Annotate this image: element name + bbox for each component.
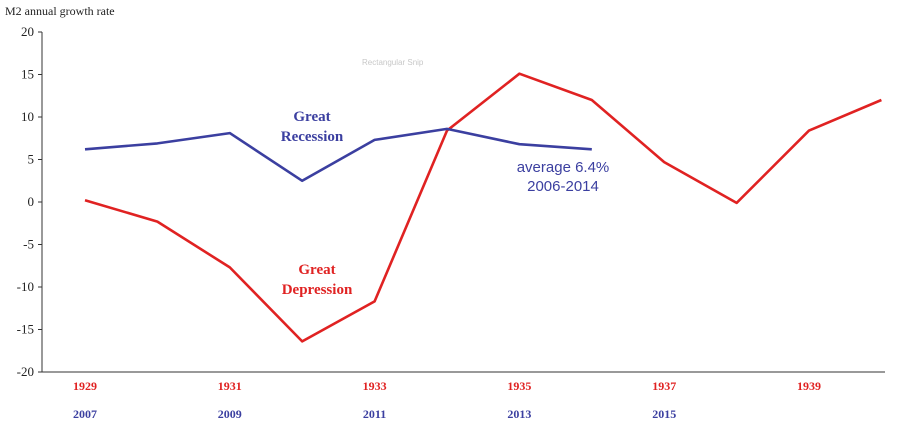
- series-lines: [84, 72, 882, 343]
- y-tick-label: 0: [28, 194, 35, 209]
- x-tick-label-depression: 1931: [218, 379, 242, 393]
- x-tick-label-recession: 2007: [73, 407, 97, 421]
- x-tick-label-recession: 2011: [363, 407, 386, 421]
- great-depression-label-text: Great Depression: [281, 262, 353, 298]
- y-tick-labels: 20 15 10 5 0 -5 -10 -15 -20: [17, 24, 34, 379]
- average-annotation-line1: average 6.4%: [516, 159, 610, 176]
- x-tick-label-depression: 1929: [73, 379, 97, 393]
- y-tick-label: 20: [21, 24, 34, 39]
- y-tick-label: -10: [17, 279, 34, 294]
- y-tick-label: 15: [21, 67, 34, 82]
- great-depression-label: Great Depression: [262, 260, 372, 300]
- x-tick-label-depression: 1933: [363, 379, 387, 393]
- axes: [38, 31, 885, 373]
- x-tick-label-recession: 2009: [218, 407, 242, 421]
- great-recession-label-text: Great Recession: [280, 109, 344, 145]
- y-axis-label: M2 annual growth rate: [5, 4, 115, 18]
- x-tick-label-depression: 1937: [652, 379, 676, 393]
- x-tick-label-recession: 2013: [507, 407, 531, 421]
- x-tick-labels: 1929 1931 1933 1935 1937 1939 2007 2009 2011 2013…: [73, 379, 821, 421]
- snip-watermark: Rectangular Snip: [362, 58, 424, 67]
- great-recession-line: [84, 127, 592, 183]
- great-depression-line: [84, 72, 882, 343]
- y-tick-label: -5: [23, 237, 34, 252]
- y-tick-label: -20: [17, 364, 34, 379]
- average-annotation-line2: 2006-2014: [527, 178, 599, 195]
- average-annotation: average 6.4% 2006-2014: [508, 158, 618, 196]
- y-tick-label: -15: [17, 322, 34, 337]
- x-tick-label-recession: 2015: [652, 407, 676, 421]
- great-recession-label: Great Recession: [262, 107, 362, 147]
- y-tick-label: 10: [21, 109, 34, 124]
- x-tick-label-depression: 1939: [797, 379, 821, 393]
- y-tick-label: 5: [28, 152, 35, 167]
- x-tick-label-depression: 1935: [507, 379, 531, 393]
